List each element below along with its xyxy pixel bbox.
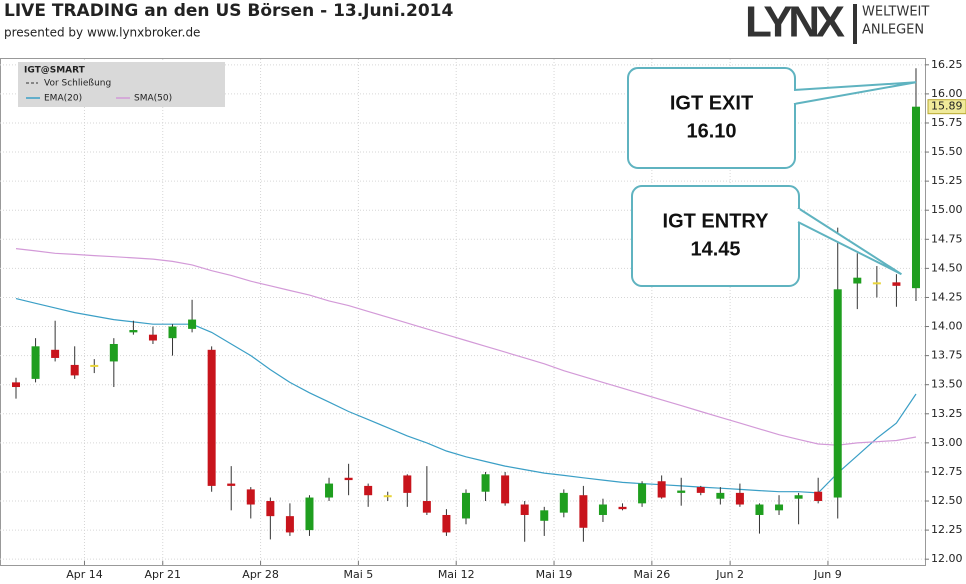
candle-body [775,504,784,511]
candle-body [638,483,647,504]
y-tick-label: 13.50 [931,378,963,391]
candle-body [735,492,744,505]
candle-body [833,289,842,498]
candle-body [51,349,60,358]
x-tick-label: Mai 19 [536,568,573,581]
candle-body [520,504,529,515]
y-tick-label: 14.50 [931,261,963,274]
candle-body [461,492,470,519]
callout-box [631,185,800,287]
candle-body [696,487,705,493]
candle-body [872,282,881,285]
callout-text: IGT ENTRY [663,210,770,232]
x-tick-label: Jun 2 [715,568,744,581]
y-tick-label: 12.50 [931,494,963,507]
y-tick-label: 16.25 [931,58,963,71]
candle-body [207,349,216,486]
x-tick-label: Apr 14 [66,568,103,581]
x-tick-label: Jun 9 [813,568,842,581]
candle-body [422,501,431,513]
candle-body [70,364,79,376]
candle-body [657,481,666,498]
callout-value: 16.10 [686,120,736,142]
legend-title: IGT@SMART [24,66,86,76]
callout-text: IGT EXIT [670,92,753,114]
candle-body [618,506,627,510]
x-tick-label: Mai 26 [633,568,670,581]
chart-title: LIVE TRADING an den US Börsen - 13.Juni.… [4,1,453,21]
legend-box [18,62,225,107]
candle-body [148,334,157,341]
y-tick-label: 13.75 [931,349,963,362]
y-tick-label: 12.25 [931,523,963,536]
candle-body [501,475,510,504]
candle-body [598,504,607,515]
candle-body [892,282,901,286]
y-tick-label: 16.00 [931,87,963,100]
y-tick-label: 14.25 [931,290,963,303]
candle-body [168,326,177,339]
candle-body [246,489,255,505]
plot-frame [0,58,926,566]
y-tick-label: 12.75 [931,465,963,478]
callout-pointer [797,207,902,276]
candle-body [677,490,686,493]
candle-body [911,106,920,289]
candle-body [755,504,764,515]
callout-value: 14.45 [690,238,740,260]
x-tick-label: Mai 5 [343,568,373,581]
candle-body [344,477,353,481]
y-tick-label: 15.25 [931,174,963,187]
candle-body [285,516,294,533]
candle-body [364,485,373,496]
candle-body [383,495,392,498]
candle-body [12,382,20,388]
candle-body [540,510,549,521]
candle-body [716,492,725,499]
y-tick-label: 12.00 [931,552,963,565]
candle-body [814,491,823,502]
logo-tagline: WELTWEIT [862,5,929,20]
logo-tagline: ANLEGEN [862,23,924,38]
y-tick-label: 13.00 [931,436,963,449]
logo-bar [853,4,857,44]
last-price-label: 15.89 [931,100,963,113]
callout-box [627,67,796,169]
legend-label: Vor Schließung [44,79,111,89]
y-tick-label: 15.75 [931,116,963,129]
candle-body [579,495,588,528]
candle-body [442,514,451,533]
callout-pointer [793,81,917,105]
candle-body [481,474,490,492]
candle-body [794,495,803,499]
y-tick-label: 14.00 [931,320,963,333]
y-tick-label: 13.25 [931,407,963,420]
legend-label: EMA(20) [44,94,82,104]
candle-body [305,497,314,531]
candle-body [403,475,412,493]
candle-body [266,501,275,517]
candle-body [559,492,568,513]
legend-label: SMA(50) [134,94,172,104]
x-tick-label: Mai 12 [438,568,475,581]
candle-body [188,319,197,329]
y-tick-label: 15.00 [931,203,963,216]
candle-body [227,483,236,486]
indicator-line [15,248,917,446]
candle-body [90,364,99,367]
y-tick-label: 15.50 [931,145,963,158]
candle-body [325,483,334,498]
candle-body [853,277,862,284]
logo-name: LYNX [745,0,845,47]
chart-subtitle: presented by www.lynxbroker.de [4,26,200,40]
x-tick-label: Apr 21 [144,568,181,581]
y-tick-label: 14.75 [931,232,963,245]
candle-body [109,343,118,362]
indicator-line [15,298,917,494]
candle-body [31,346,40,379]
x-tick-label: Apr 28 [242,568,279,581]
candle-body [129,330,138,333]
last-price-tag [927,99,966,115]
